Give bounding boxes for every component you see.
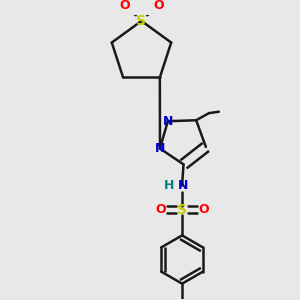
Text: S: S xyxy=(177,203,187,217)
Text: N: N xyxy=(155,142,165,155)
Text: N: N xyxy=(163,115,173,128)
Text: O: O xyxy=(198,203,209,216)
Text: S: S xyxy=(136,14,146,28)
Text: O: O xyxy=(155,203,166,216)
Text: O: O xyxy=(153,0,164,12)
Text: N: N xyxy=(178,179,188,192)
Text: O: O xyxy=(119,0,130,12)
Text: H: H xyxy=(164,179,175,192)
